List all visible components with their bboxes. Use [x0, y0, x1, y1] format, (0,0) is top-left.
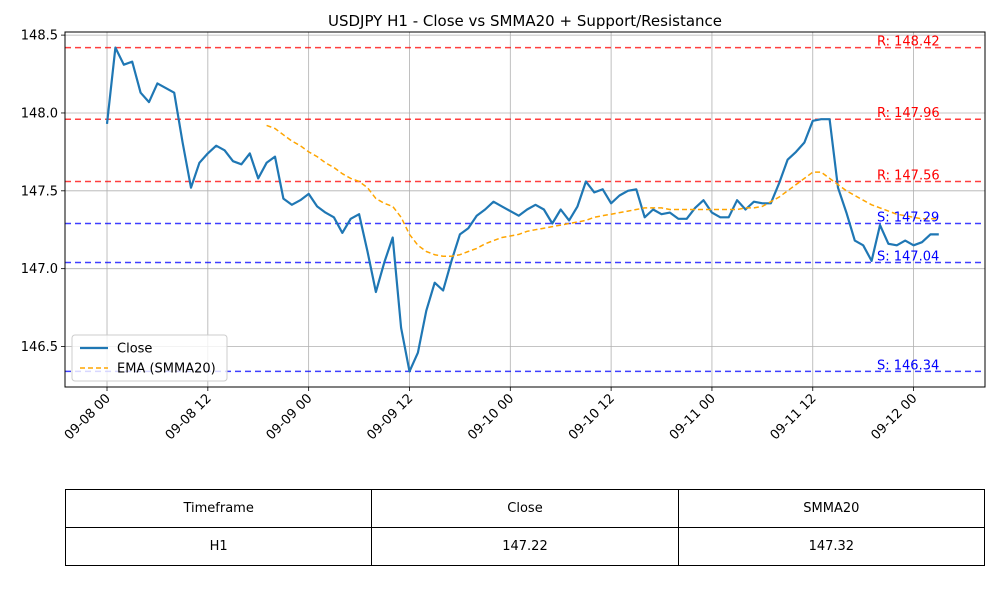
table-row: H1 147.22 147.32 [64, 527, 986, 566]
resistance-label: R: 147.56 [877, 168, 940, 183]
x-tick-label: 09-08 12 [163, 391, 215, 443]
chart: USDJPY H1 - Close vs SMMA20 + Support/Re… [21, 12, 986, 443]
x-tick-label: 09-09 00 [264, 391, 316, 443]
y-tick-label: 147.0 [21, 262, 58, 277]
resistance-label: R: 148.42 [877, 35, 940, 50]
x-axis: 09-08 00 09-08 12 09-09 00 09-09 12 09-10 00… [62, 387, 920, 443]
table-cell: 147.32 [677, 527, 986, 566]
x-tick-label: 09-10 12 [566, 391, 618, 443]
support-resistance-levels [65, 46, 985, 373]
y-tick-label: 148.0 [21, 106, 58, 121]
x-tick-label: 09-10 00 [465, 391, 517, 443]
summary-table: Timeframe Close SMMA20 H1 147.22 147.32 [64, 489, 986, 566]
legend-label-smma: EMA (SMMA20) [117, 362, 216, 377]
y-tick-label: 148.5 [21, 29, 58, 44]
table-cell: 147.22 [371, 527, 679, 566]
series-line-close [105, 46, 939, 373]
table-header-row: Timeframe Close SMMA20 [64, 489, 986, 528]
legend-box [71, 334, 228, 382]
support-label: S: 147.04 [877, 249, 939, 264]
table-header-cell: Timeframe [64, 489, 373, 528]
plot-frame [64, 31, 986, 388]
resistance-label: R: 147.96 [877, 106, 940, 121]
table-cell: H1 [64, 527, 373, 566]
x-tick-label: 09-08 00 [62, 391, 114, 443]
grid [65, 32, 985, 387]
x-tick-label: 09-11 12 [768, 391, 820, 443]
x-tick-label: 09-12 00 [868, 391, 920, 443]
y-tick-label: 146.5 [21, 340, 58, 355]
support-label: S: 146.34 [877, 358, 939, 373]
support-label: S: 147.29 [877, 211, 939, 226]
table-header-cell: SMMA20 [677, 489, 986, 528]
level-labels: R: 148.42 R: 147.96 R: 147.56 S: 147.29 S: 1… [877, 35, 940, 374]
chart-title: USDJPY H1 - Close vs SMMA20 + Support/Re… [328, 12, 722, 30]
x-tick-label: 09-09 12 [364, 391, 416, 443]
series [105, 46, 939, 373]
legend: Close EMA (SMMA20) [71, 334, 228, 382]
table-header-cell: Close [371, 489, 679, 528]
series-line-ema-smma20 [266, 124, 939, 257]
y-tick-label: 147.5 [21, 184, 58, 199]
y-axis: 146.5 147.0 147.5 148.0 148.5 [21, 29, 65, 355]
legend-label-close: Close [117, 342, 152, 357]
x-tick-label: 09-11 00 [667, 391, 719, 443]
